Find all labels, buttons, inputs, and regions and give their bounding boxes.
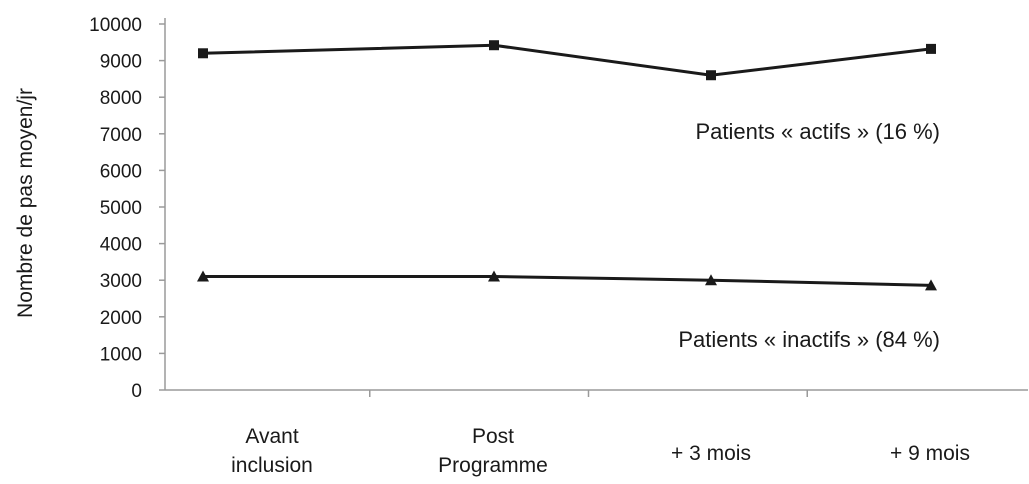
- x-tick-label: Avant inclusion: [231, 425, 313, 477]
- data-point: [197, 270, 209, 282]
- y-tick-labels: 0 1000 2000 3000 4000 5000 6000 7000 8000 9000 100…: [89, 15, 142, 402]
- y-tick-label: 5000: [100, 198, 142, 219]
- series-label-inactifs: Patients « inactifs » (84 %): [678, 327, 940, 352]
- x-tick-label: + 3 mois: [671, 442, 751, 465]
- y-tick-label: 9000: [100, 52, 142, 73]
- y-tick-label: 7000: [100, 125, 142, 146]
- y-tick-label: 10000: [89, 15, 142, 36]
- data-point: [706, 70, 716, 81]
- data-point: [926, 43, 936, 54]
- data-point: [489, 40, 499, 51]
- series-label-actifs: Patients « actifs » (16 %): [695, 119, 940, 144]
- y-axis-label: Nombre de pas moyen/jr: [14, 88, 37, 318]
- y-tick-label: 3000: [100, 271, 142, 292]
- y-tick-label: 2000: [100, 308, 142, 329]
- y-tick-label: 6000: [100, 161, 142, 182]
- x-tick-label: Post Programme: [438, 425, 548, 477]
- series-line-0: [202, 43, 932, 77]
- y-tick-label: 0: [131, 381, 142, 402]
- data-point: [198, 48, 208, 59]
- data-point: [925, 279, 937, 291]
- data-point: [705, 274, 717, 286]
- x-tick-labels: Avant inclusion Post Programme + 3 mois + 9 m…: [231, 425, 970, 477]
- y-tick-label: 1000: [100, 344, 142, 365]
- x-tick-label: + 9 mois: [890, 442, 970, 465]
- data-point: [488, 270, 500, 282]
- series-group: [197, 40, 937, 291]
- axes: [159, 18, 1028, 397]
- series-line-1: [203, 275, 932, 287]
- y-tick-label: 4000: [100, 235, 142, 256]
- y-tick-label: 8000: [100, 88, 142, 109]
